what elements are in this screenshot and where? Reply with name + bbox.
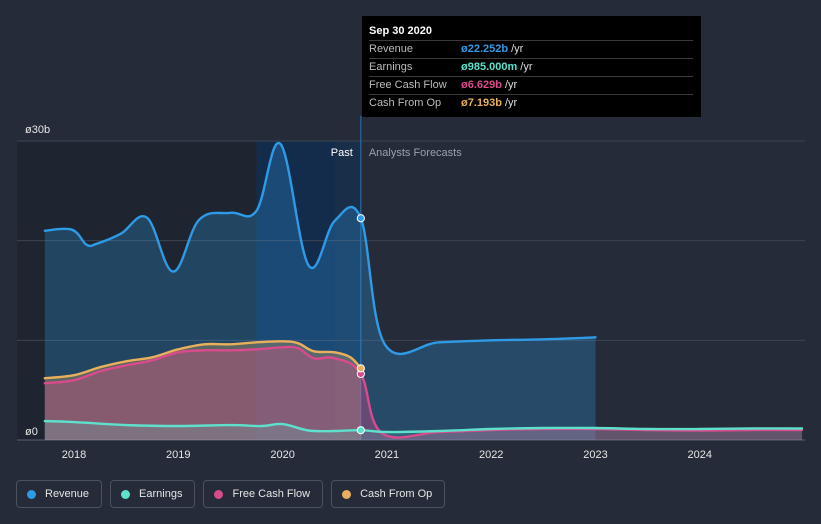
y-axis-top-label: ø30b xyxy=(25,124,50,136)
earnings-dot-icon xyxy=(121,489,131,499)
revenue-line xyxy=(43,141,597,356)
earnings-marker xyxy=(356,426,365,435)
x-tick-label: 2020 xyxy=(270,449,294,461)
tooltip-unit: /yr xyxy=(511,43,524,55)
tooltip-value: ø7.193b xyxy=(461,97,502,109)
tooltip-row-revenue: Revenue ø22.252b /yr xyxy=(369,41,693,59)
x-tick-label: 2022 xyxy=(479,449,503,461)
revenue-dot-icon xyxy=(27,489,36,499)
tooltip-value: ø985.000m xyxy=(461,61,518,73)
x-tick-label: 2024 xyxy=(688,449,712,461)
tooltip-row-free-cash-flow: Free Cash Flow ø6.629b /yr xyxy=(369,77,693,95)
x-tick-label: 2021 xyxy=(375,449,399,461)
tooltip-label: Revenue xyxy=(369,43,414,55)
legend-label: Earnings xyxy=(139,488,183,500)
x-tick-label: 2018 xyxy=(62,449,86,461)
legend-item-revenue[interactable]: Revenue xyxy=(16,480,103,508)
tooltip-row-earnings: Earnings ø985.000m /yr xyxy=(369,59,693,77)
revenue-area xyxy=(44,142,596,440)
tooltip-date: Sep 30 2020 xyxy=(369,22,693,41)
x-tick-label: 2019 xyxy=(166,449,190,461)
data-tooltip: Sep 30 2020 Revenue ø22.252b /yr Earning… xyxy=(362,16,701,117)
legend-label: Cash From Op xyxy=(360,488,433,500)
tooltip-unit: /yr xyxy=(520,61,533,73)
tooltip-label: Cash From Op xyxy=(369,97,442,109)
tooltip-row-cash-from-op: Cash From Op ø7.193b /yr xyxy=(369,95,693,112)
x-tick-label: 2023 xyxy=(583,449,607,461)
revenue-marker xyxy=(356,214,365,223)
legend-label: Free Cash Flow xyxy=(232,488,311,500)
past-label: Past xyxy=(331,147,353,159)
cash-from-op-dot-icon xyxy=(342,489,352,499)
legend-item-free-cash-flow[interactable]: Free Cash Flow xyxy=(203,480,324,508)
y-axis-bottom-label: ø0 xyxy=(25,426,38,438)
free-cash-flow-area xyxy=(44,346,803,440)
tooltip-value: ø6.629b xyxy=(461,79,502,91)
tooltip-unit: /yr xyxy=(504,79,518,91)
tooltip-value: ø22.252b xyxy=(461,43,509,55)
legend-item-cash-from-op[interactable]: Cash From Op xyxy=(331,480,446,508)
legend-label: Revenue xyxy=(45,488,90,500)
highlight-region-inner xyxy=(256,141,335,440)
tooltip-label: Earnings xyxy=(369,61,413,73)
legend-item-earnings[interactable]: Earnings xyxy=(110,480,196,508)
forecast-label: Analysts Forecasts xyxy=(369,147,462,159)
cash-from-op-line xyxy=(43,340,362,380)
cash-from-op-marker xyxy=(356,364,365,373)
tooltip-unit: /yr xyxy=(504,97,518,109)
tooltip-label: Free Cash Flow xyxy=(369,79,447,91)
free-cash-flow-dot-icon xyxy=(214,489,224,499)
chart-legend: Revenue Earnings Free Cash Flow Cash Fro… xyxy=(16,480,446,508)
